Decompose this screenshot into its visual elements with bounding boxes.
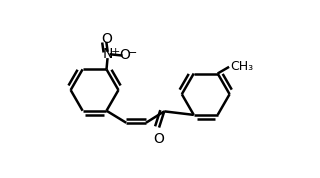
Text: +: +	[111, 47, 121, 57]
Text: N: N	[102, 47, 113, 61]
Text: O: O	[119, 48, 130, 62]
Text: O: O	[101, 32, 112, 46]
Text: CH₃: CH₃	[230, 60, 253, 73]
Text: O: O	[154, 132, 164, 146]
Text: −: −	[128, 48, 138, 58]
